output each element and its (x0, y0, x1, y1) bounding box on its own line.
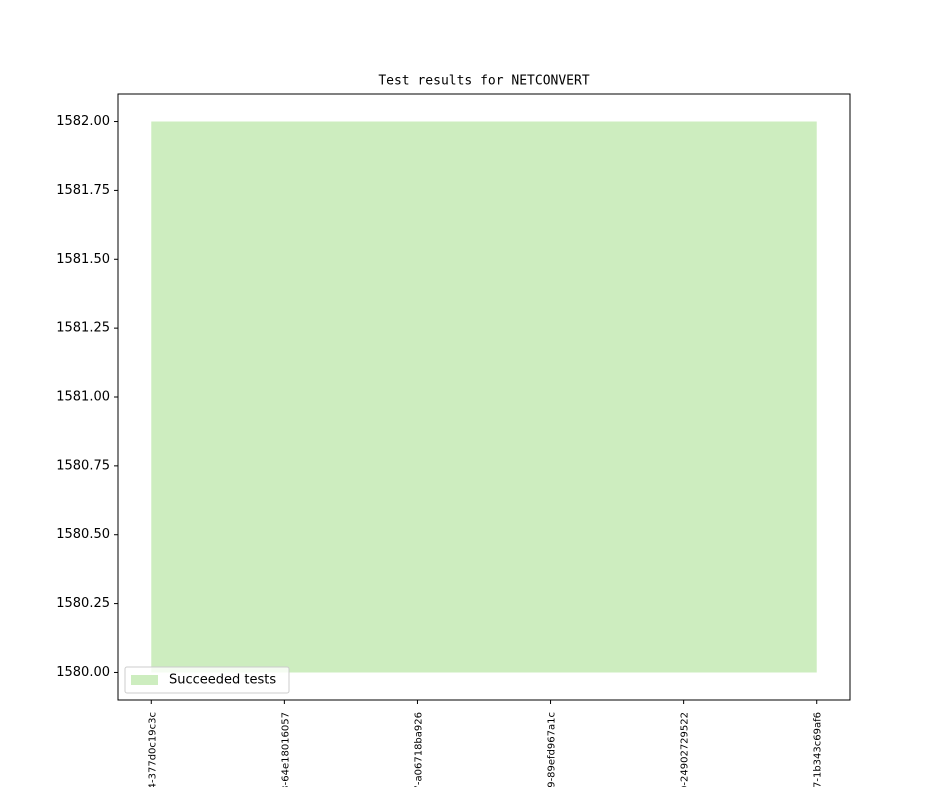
legend-frame (124, 666, 290, 694)
y-tick-label: 1580.50 (56, 527, 110, 542)
y-tick-label: 1580.25 (56, 596, 110, 611)
x-tick-label: 0-24902729522 (680, 712, 691, 787)
x-tick-label: 7-a06718ba926 (413, 712, 424, 787)
chart-title: Test results for NETCONVERT (378, 74, 589, 89)
y-tick-label: 1580.00 (56, 665, 110, 680)
x-tick-label: 4-377d0c19c3c (147, 712, 158, 787)
legend-label: Succeeded tests (169, 673, 276, 688)
x-tick-label: 9-89efd967a1c (547, 712, 558, 787)
area (151, 121, 817, 673)
y-tick-label: 1581.25 (56, 321, 110, 336)
legend: Succeeded tests (124, 666, 290, 694)
x-tick-label: 7-1b343c69af6 (813, 712, 824, 787)
x-tick-label: 3-64e18016057 (280, 712, 291, 787)
y-tick-label: 1580.75 (56, 458, 110, 473)
legend-swatch (131, 675, 158, 685)
y-tick-label: 1581.75 (56, 183, 110, 198)
y-tick-label: 1582.00 (56, 114, 110, 129)
y-tick-label: 1581.00 (56, 390, 110, 405)
y-tick-label: 1581.50 (56, 252, 110, 267)
